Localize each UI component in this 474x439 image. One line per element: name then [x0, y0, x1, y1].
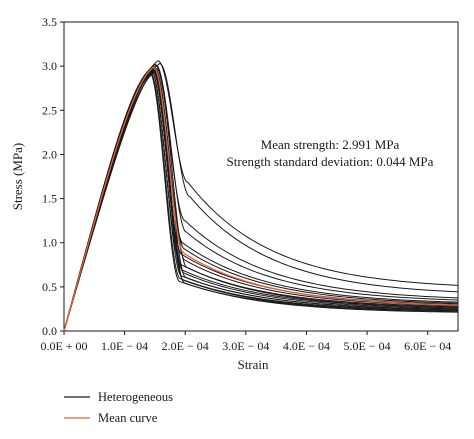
y-tick-label: 3.0: [42, 59, 57, 73]
y-tick-label: 3.5: [42, 15, 57, 29]
std-dev-annotation: Strength standard deviation: 0.044 MPa: [227, 154, 434, 169]
x-tick-label: 1.0E − 04: [101, 339, 148, 353]
heterogeneous-curve-1: [63, 60, 459, 332]
legend-label-mean-curve: Mean curve: [98, 411, 158, 425]
x-tick-label: 2.0E − 04: [162, 339, 209, 353]
heterogeneous-curve-2: [63, 62, 459, 332]
legend: Heterogeneous Mean curve: [64, 390, 173, 425]
mean-curve-line: [63, 66, 459, 332]
y-tick-label: 1.0: [42, 236, 57, 250]
curves-group: [63, 60, 459, 332]
x-tick-label: 0.0E + 00: [40, 339, 87, 353]
heterogeneous-curve-17: [63, 71, 459, 332]
x-tick-label: 4.0E − 04: [283, 339, 330, 353]
x-tick-label: 5.0E − 04: [344, 339, 391, 353]
x-tick-label: 3.0E − 04: [222, 339, 269, 353]
mean-strength-annotation: Mean strength: 2.991 MPa: [261, 137, 400, 152]
y-tick-label: 0.5: [42, 280, 57, 294]
y-tick-label: 2.0: [42, 147, 57, 161]
heterogeneous-curve-18: [63, 71, 459, 332]
y-axis-title: Stress (MPa): [10, 143, 25, 211]
plot-area: [63, 21, 459, 332]
y-tick-label: 2.5: [42, 103, 57, 117]
x-axis-title: Strain: [237, 357, 269, 372]
y-tick-label: 0.0: [42, 324, 57, 338]
legend-label-heterogeneous: Heterogeneous: [98, 390, 173, 404]
axis-ticks: 0.0 0.5 1.0 1.5 2.0 2.5 3.0 3.5 0.0E + 00 1.0E − …: [40, 15, 451, 353]
y-tick-label: 1.5: [42, 192, 57, 206]
heterogeneous-curve-10: [63, 68, 459, 332]
x-tick-label: 6.0E − 04: [404, 339, 451, 353]
